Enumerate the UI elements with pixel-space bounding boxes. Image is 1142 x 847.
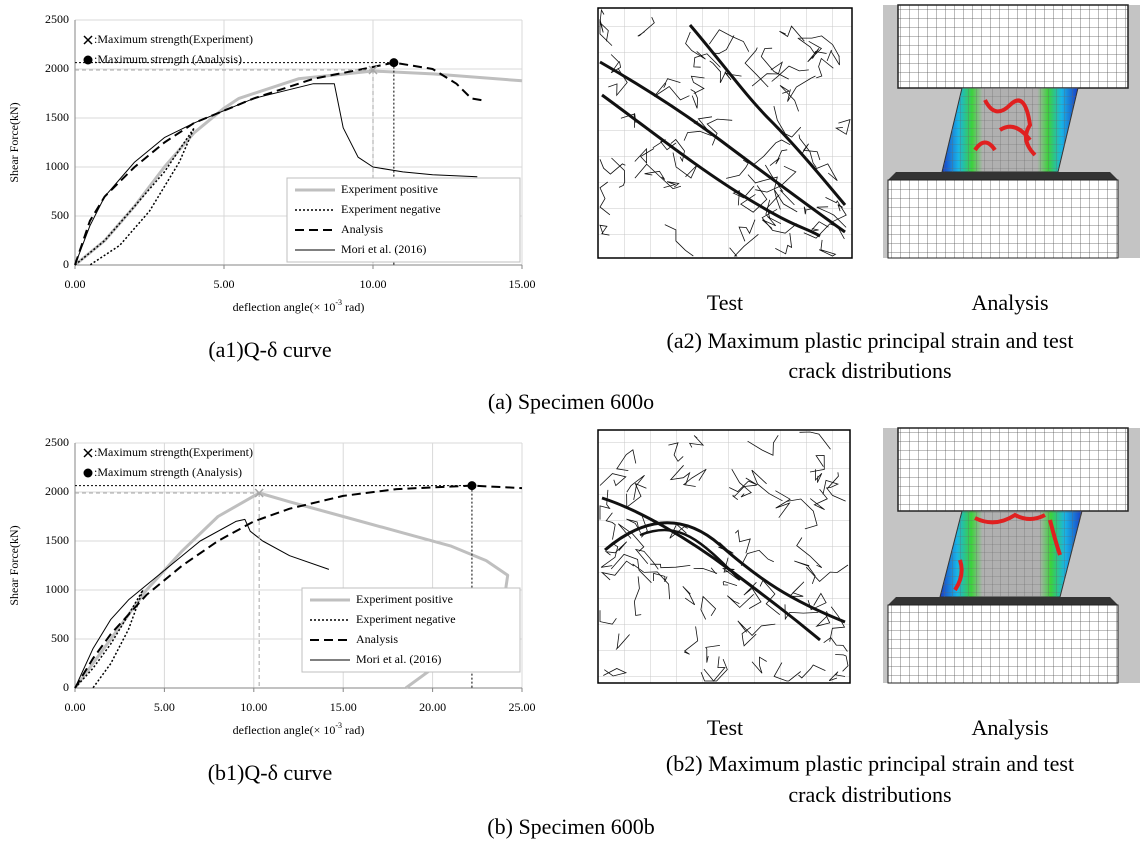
annotation: :Maximum strength(Experiment) [94,32,253,46]
legend-label: Experiment positive [341,182,438,196]
crack-frame [598,430,850,683]
x-axis-title-sup: -3 [335,721,342,730]
image-caption: crack distributions [788,782,951,807]
panel-caption: (a) Specimen 600o [488,389,654,414]
x-tick-label: 5.00 [214,277,235,291]
figure: (a1)Q-δ curve Test Analysis (a2) Maximum… [0,0,1142,847]
image-label: Analysis [972,715,1049,740]
y-tick-label: 0 [63,680,69,694]
legend-label: Analysis [341,222,383,236]
y-tick-label: 2000 [45,61,69,75]
series-line [75,519,329,688]
upper-block-mesh [898,5,1128,88]
x-tick-label: 0.00 [65,277,86,291]
crack-frame [598,8,852,258]
lower-block-mesh [888,180,1118,258]
y-tick-label: 2500 [45,435,69,449]
x-tick-label: 10.00 [240,700,267,714]
y-tick-label: 0 [63,257,69,271]
x-tick-label: 15.00 [509,277,536,291]
chart-caption: (b1)Q-δ curve [208,760,333,785]
crack-image [598,430,850,683]
legend-label: Mori et al. (2016) [356,652,441,666]
x-axis-title-suffix: rad) [342,300,364,314]
legend-label: Experiment negative [356,612,456,626]
annotation: :Maximum strength (Analysis) [94,465,242,479]
legend-label: Mori et al. (2016) [341,242,426,256]
legend-label: Experiment positive [356,592,453,606]
image-label: Test [707,290,743,315]
y-tick-label: 1000 [45,159,69,173]
annotation-marker [84,56,93,65]
lower-block-top [888,597,1118,605]
image-caption: crack distributions [788,358,951,383]
wall-mesh [942,88,1078,172]
fem-image [883,428,1140,683]
chart-caption: (a1)Q-δ curve [208,337,331,362]
x-tick-label: 20.00 [419,700,446,714]
y-tick-label: 500 [51,208,69,222]
x-axis-title: deflection angle(× 10-3 rad) [233,721,365,737]
legend-label: Experiment negative [341,202,441,216]
y-axis-title: Shear Force(kN) [7,102,21,182]
x-axis-title-text: deflection angle(× 10 [233,300,336,314]
x-tick-label: 5.00 [154,700,175,714]
y-tick-label: 1500 [45,533,69,547]
y-tick-label: 1500 [45,110,69,124]
lower-block-mesh [888,605,1118,683]
y-tick-label: 500 [51,631,69,645]
x-tick-label: 10.00 [360,277,387,291]
image-caption: (b2) Maximum plastic principal strain an… [666,751,1074,776]
legend-label: Analysis [356,632,398,646]
image-caption: (a2) Maximum plastic principal strain an… [667,328,1074,353]
image-label: Test [707,715,743,740]
annotation-marker [84,449,92,457]
crack-image [598,8,852,258]
y-tick-label: 1000 [45,582,69,596]
x-axis-title: deflection angle(× 10-3 rad) [233,298,365,314]
point-marker [389,58,398,67]
annotation-marker [84,36,92,44]
lower-block-top [888,172,1118,180]
y-tick-label: 2000 [45,484,69,498]
x-axis-title-suffix: rad) [342,723,364,737]
annotation-marker [84,469,93,478]
x-axis-title-text: deflection angle(× 10 [233,723,336,737]
y-axis-title: Shear Force(kN) [7,525,21,605]
x-axis-title-sup: -3 [335,298,342,307]
upper-block-mesh [898,428,1128,511]
x-tick-label: 0.00 [65,700,86,714]
x-tick-label: 25.00 [509,700,536,714]
annotation: :Maximum strength (Analysis) [94,52,242,66]
series-line [75,128,194,265]
panel-caption: (b) Specimen 600b [487,814,654,839]
fem-image [883,5,1140,258]
y-tick-label: 2500 [45,12,69,26]
point-marker [467,481,476,490]
annotation: :Maximum strength(Experiment) [94,445,253,459]
image-label: Analysis [972,290,1049,315]
x-tick-label: 15.00 [330,700,357,714]
